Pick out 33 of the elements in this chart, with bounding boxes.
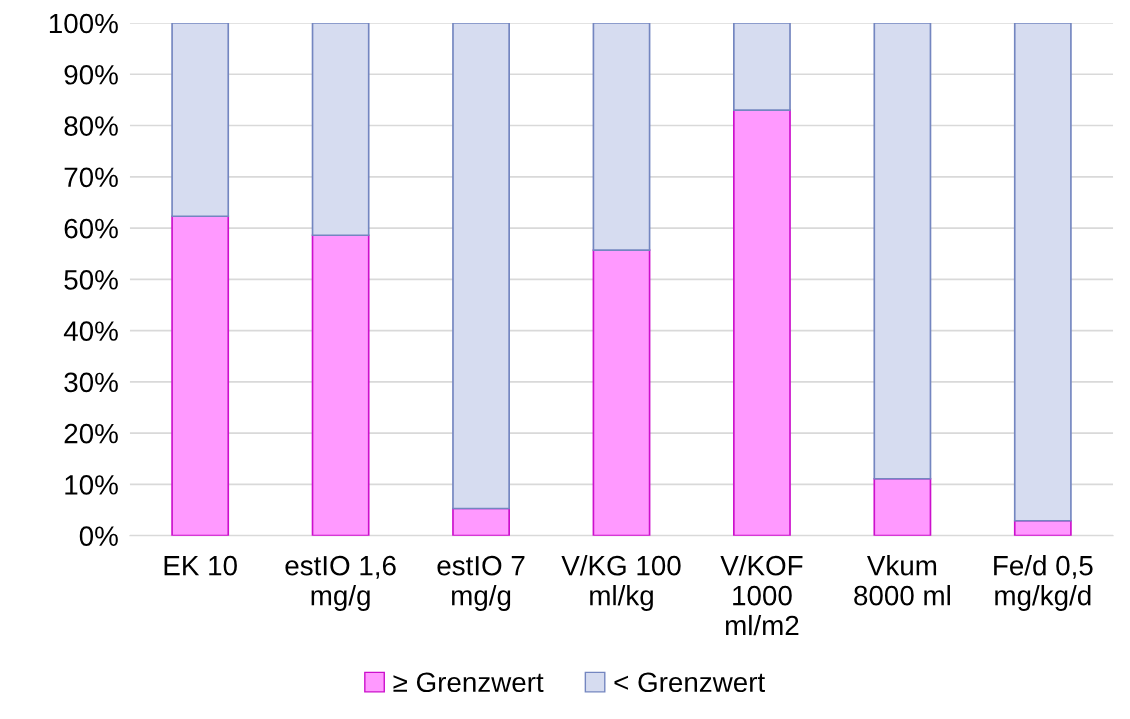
x-tick-label: V/KG 100 ml/kg [561,555,681,611]
x-tick-label: Fe/d 0,5 mg/kg/d [994,555,1093,611]
bar [452,507,510,536]
y-tick-label: 70% [64,167,118,188]
y-tick-label: 20% [64,423,118,444]
bar [592,249,651,536]
y-tick-label: 10% [65,475,118,495]
x-tick-label: estIO 7 mg/g [437,555,525,611]
bar [592,23,651,251]
bar [452,23,510,510]
bar [171,23,230,218]
x-tick-label: EK 10 [164,555,237,576]
y-tick-label: 40% [63,321,118,341]
bar [733,23,791,111]
y-tick-label: 60% [64,218,118,239]
y-tick-label: 100% [49,13,118,34]
y-tick-label: 50% [64,270,118,290]
bar [1013,23,1072,522]
y-tick-label: 30% [64,372,118,393]
bar [873,23,932,480]
bar [873,477,932,536]
bar [311,234,370,536]
x-tick-label: estIO 1,6 mg/g [285,555,396,611]
legend-label: < Grenzwert [614,672,765,693]
y-tick-label: 80% [64,116,118,136]
x-tick-label: Vkum 8000 ml [854,555,950,606]
y-tick-label: 0% [79,526,118,546]
bar [733,109,791,536]
bar [171,215,230,536]
x-tick-label: V/KOF 1000 ml/m2 [720,555,803,636]
y-tick-label: 90% [64,64,118,85]
legend-label: ≥ Grenzwert [393,672,544,693]
bar [311,23,370,237]
